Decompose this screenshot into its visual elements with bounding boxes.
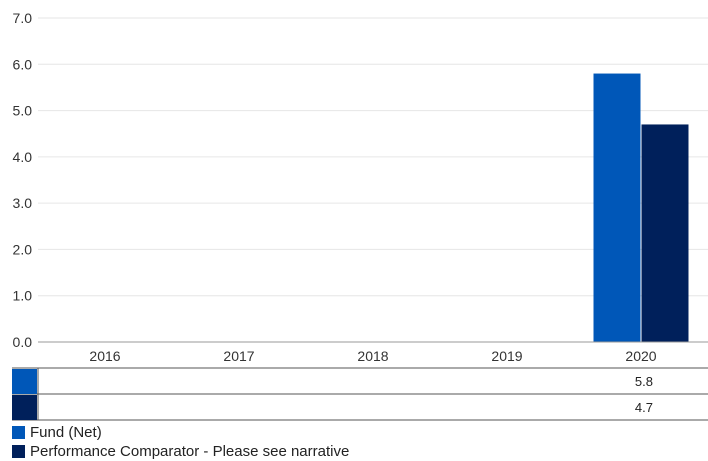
y-axis-ticks: 0.0 1.0 2.0 3.0 4.0 5.0 6.0 7.0	[13, 10, 33, 350]
legend-item-comparator: Performance Comparator - Please see narr…	[12, 442, 349, 461]
table-row-swatch	[12, 369, 37, 394]
legend: Fund (Net) Performance Comparator - Plea…	[12, 423, 349, 461]
y-tick-label: 4.0	[13, 149, 33, 165]
y-tick-label: 3.0	[13, 195, 33, 211]
bar-fund-2020	[593, 73, 641, 343]
y-tick-label: 7.0	[13, 10, 33, 26]
legend-label-fund: Fund (Net)	[30, 424, 102, 441]
x-axis-ticks: 2016 2017 2018 2019 2020	[89, 348, 656, 364]
legend-label-comparator: Performance Comparator - Please see narr…	[30, 443, 350, 460]
x-tick-label: 2020	[625, 348, 656, 364]
data-table: 5.8 4.7	[12, 367, 708, 421]
table-cell-value: 4.7	[635, 400, 653, 415]
x-tick-label: 2017	[223, 348, 254, 364]
bar-comparator-2020	[641, 124, 689, 342]
table-row-swatch	[12, 395, 37, 420]
legend-swatch-fund	[12, 426, 25, 439]
y-tick-label: 6.0	[13, 56, 33, 72]
x-tick-label: 2019	[491, 348, 522, 364]
y-tick-label: 5.0	[13, 103, 33, 119]
y-tick-label: 1.0	[13, 288, 33, 304]
gridlines	[38, 17, 708, 297]
y-tick-label: 2.0	[13, 241, 33, 257]
legend-item-fund: Fund (Net)	[12, 423, 349, 442]
x-tick-label: 2016	[89, 348, 120, 364]
y-tick-label: 0.0	[13, 334, 33, 350]
x-tick-label: 2018	[357, 348, 388, 364]
table-cell-value: 5.8	[635, 374, 653, 389]
legend-swatch-comparator	[12, 445, 25, 458]
bars	[593, 73, 689, 343]
